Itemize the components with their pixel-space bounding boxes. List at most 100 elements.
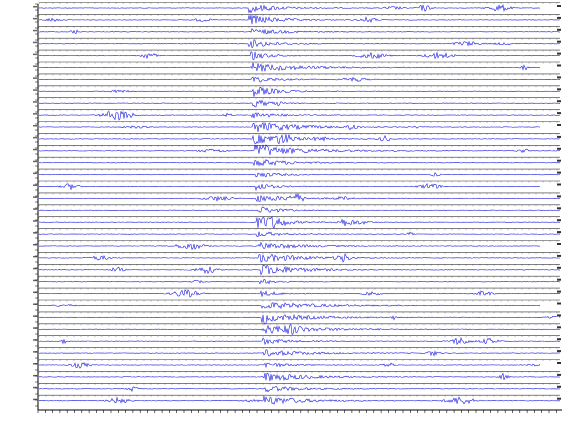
traces (33, 2, 561, 405)
trace-label-mark (33, 77, 37, 79)
waveform (38, 134, 561, 145)
waveform (38, 253, 561, 263)
trace-label-mark (33, 125, 37, 127)
waveform (38, 385, 561, 393)
trace-label-mark (33, 244, 37, 246)
trace-label-mark (557, 278, 561, 281)
trace-label-mark (557, 16, 561, 19)
axis-ticks (35, 3, 557, 413)
trace-label-mark (33, 41, 37, 44)
waveform (38, 144, 561, 155)
trace-label-mark (33, 6, 37, 8)
trace-label-mark (557, 5, 561, 7)
trace-label-mark (33, 267, 37, 270)
trace-label-mark (557, 254, 561, 257)
trace-label-mark (33, 291, 37, 294)
waveform (38, 62, 541, 72)
trace-label-mark (557, 183, 561, 186)
trace-label-mark (33, 374, 37, 377)
waveform (38, 51, 561, 60)
waveform (38, 302, 541, 310)
trace-label-mark (557, 171, 561, 174)
trace-label-mark (33, 148, 37, 151)
trace-label-mark (33, 232, 37, 234)
waveform (38, 39, 561, 49)
trace-label-mark (33, 255, 37, 258)
trace-label-mark (33, 196, 37, 198)
trace-label-mark (557, 385, 561, 388)
trace-label-mark (557, 135, 561, 138)
trace-label-mark (33, 160, 37, 163)
trace-label-mark (33, 220, 37, 222)
waveform (38, 172, 561, 178)
trace-label-mark (557, 28, 561, 31)
waveform (38, 313, 561, 325)
waveform (38, 193, 561, 203)
waveform (38, 215, 561, 229)
waveform (38, 336, 561, 346)
trace-label-mark (33, 89, 37, 91)
trace-label-mark (557, 64, 561, 67)
waveform (38, 3, 541, 14)
waveform (38, 324, 561, 335)
trace-label-mark (33, 101, 37, 103)
trace-label-mark (557, 219, 561, 222)
trace-label-mark (33, 17, 37, 20)
trace-label-mark (557, 362, 561, 364)
trace-label-mark (557, 100, 561, 103)
trace-label-mark (33, 172, 37, 175)
trace-label-mark (557, 124, 561, 126)
trace-label-mark (557, 231, 561, 234)
trace-label-mark (557, 195, 561, 198)
waveform (38, 231, 561, 238)
waveform (38, 264, 561, 276)
trace-label-mark (557, 40, 561, 43)
waveform (38, 362, 541, 369)
trace-label-mark (557, 302, 561, 305)
trace-label-mark (557, 52, 561, 55)
trace-label-mark (33, 184, 37, 186)
trace-label-mark (557, 76, 561, 79)
waveform (38, 76, 561, 83)
trace-label-mark (557, 112, 561, 115)
trace-label-mark (33, 65, 37, 67)
waveform (38, 86, 561, 97)
waveform (38, 28, 561, 35)
trace-label-mark (557, 338, 561, 341)
waveform (38, 99, 561, 108)
trace-label-mark (33, 279, 37, 282)
trace-label-mark (557, 147, 561, 150)
waveform (38, 279, 561, 285)
trace-label-mark (557, 159, 561, 162)
trace-label-mark (557, 88, 561, 91)
waveform (38, 111, 561, 121)
waveform (38, 241, 541, 251)
trace-label-mark (557, 207, 561, 210)
trace-label-mark (33, 398, 37, 401)
trace-label-mark (33, 29, 37, 32)
waveform (38, 289, 561, 298)
waveform (38, 14, 561, 25)
trace-label-mark (557, 397, 561, 400)
trace-label-mark (557, 350, 561, 353)
waveform (38, 396, 561, 405)
trace-label-mark (557, 243, 561, 245)
trace-label-mark (33, 53, 37, 56)
trace-label-mark (557, 326, 561, 329)
trace-label-mark (33, 113, 37, 115)
waveform (38, 121, 541, 132)
trace-label-mark (557, 314, 561, 317)
waveform (38, 349, 561, 357)
waveform (38, 372, 561, 382)
waveform (38, 206, 561, 213)
trace-label-mark (557, 373, 561, 376)
trace-label-mark (33, 386, 37, 389)
waveform (38, 158, 561, 167)
trace-label-mark (557, 266, 561, 269)
trace-label-mark (33, 136, 37, 139)
trace-label-mark (557, 290, 561, 293)
trace-label-mark (33, 208, 37, 210)
